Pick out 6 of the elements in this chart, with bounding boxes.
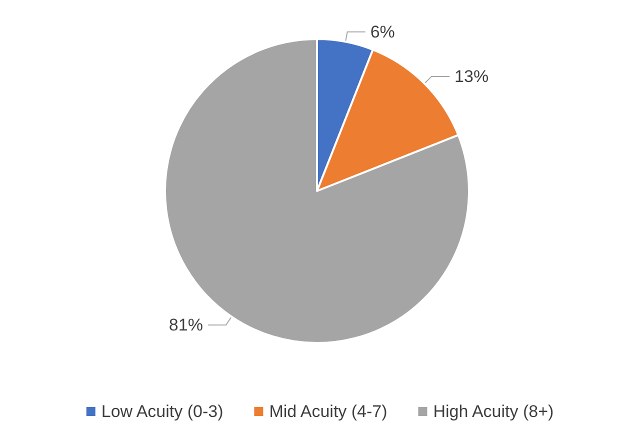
legend-label: Mid Acuity (4-7): [269, 402, 388, 421]
data-label: 6%: [370, 22, 395, 42]
data-label: 13%: [454, 66, 489, 86]
data-label: 81%: [168, 315, 203, 334]
legend-label: High Acuity (8+): [433, 402, 554, 421]
legend-label: Low Acuity (0-3): [101, 402, 224, 421]
